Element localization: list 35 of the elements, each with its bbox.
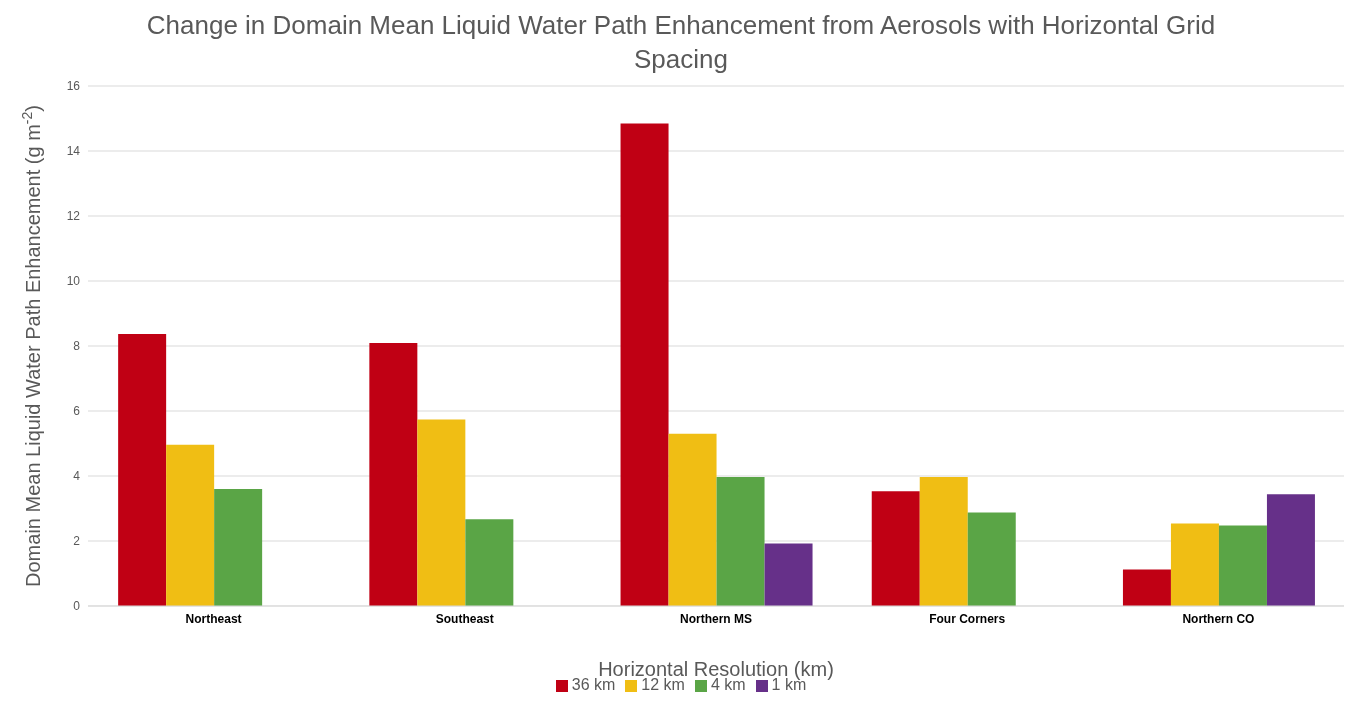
- x-tick-label: Northern CO: [1182, 611, 1255, 626]
- bar: [118, 333, 167, 606]
- x-tick-label: Northeast: [185, 611, 242, 626]
- bar: [871, 491, 920, 606]
- bar: [417, 419, 466, 606]
- bar: [369, 343, 418, 606]
- y-tick-label: 6: [73, 404, 81, 419]
- bar: [166, 444, 215, 606]
- bar: [1218, 525, 1267, 606]
- x-tick-label: Four Corners: [929, 611, 1006, 626]
- bar: [764, 543, 813, 606]
- bar: [967, 512, 1016, 606]
- y-tick-label: 10: [66, 274, 81, 289]
- y-tick-label: 2: [73, 534, 81, 549]
- bar: [668, 433, 717, 606]
- y-tick-label: 8: [73, 339, 81, 354]
- bar: [1266, 494, 1315, 606]
- y-tick-label: 0: [73, 599, 81, 614]
- legend-label: 4 km: [710, 676, 746, 693]
- bar: [1170, 523, 1219, 606]
- y-tick-label: 14: [66, 144, 81, 159]
- x-tick-label: Southeast: [435, 611, 494, 626]
- bar: [1122, 569, 1171, 606]
- bar: [620, 123, 669, 606]
- y-tick-label: 4: [73, 469, 81, 484]
- y-tick-label: 16: [66, 79, 81, 94]
- x-tick-label: Northern MS: [680, 611, 752, 626]
- y-tick-label: 12: [66, 209, 81, 224]
- bar: [716, 476, 765, 606]
- bar: [919, 476, 968, 606]
- legend-label: 12 km: [641, 676, 685, 693]
- legend-label: 36 km: [571, 676, 616, 693]
- chart-title: Change in Domain Mean Liquid Water Path Enhancement from Aerosols with Horizontal Grid Spacing: [145, 9, 1217, 76]
- bar: [214, 489, 263, 606]
- bar: [465, 519, 514, 606]
